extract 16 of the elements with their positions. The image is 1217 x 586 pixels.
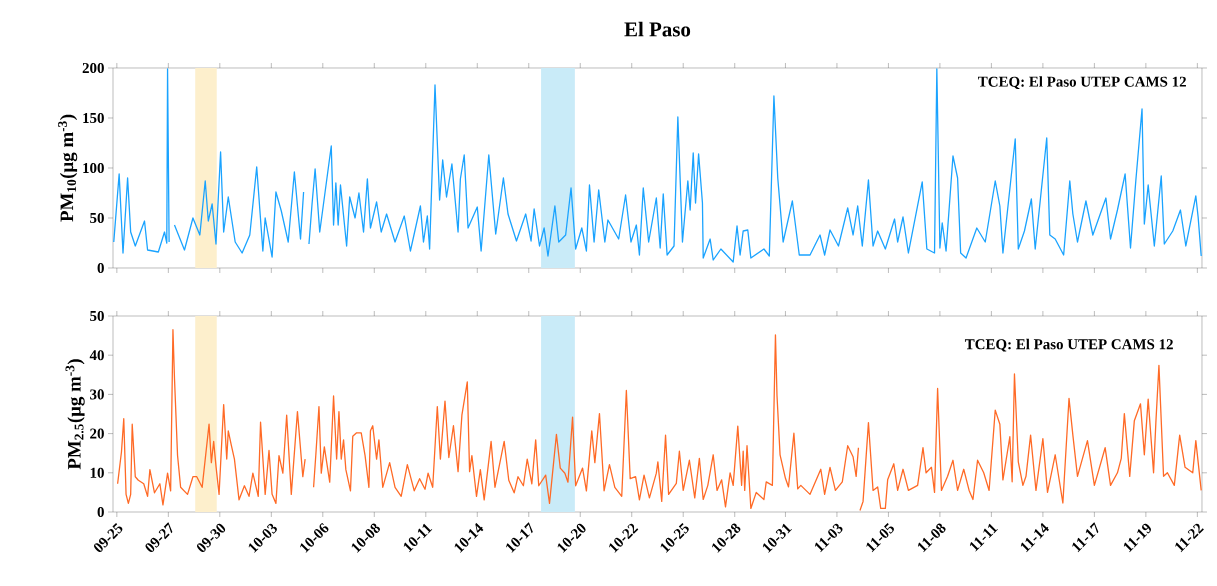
y-axis-title: PM$_{10}$(μg m$^{-3}$) <box>58 114 78 222</box>
y-tick-label: 200 <box>82 62 104 74</box>
y-tick-label: 0 <box>97 262 104 274</box>
y-tick-label: 100 <box>83 162 104 174</box>
chart-title: El Paso <box>624 21 691 37</box>
y-tick-label: 50 <box>90 310 104 322</box>
annotation: TCEQ: El Paso UTEP CAMS 12 <box>964 338 1173 352</box>
y-axis-title: PM$_{2.5}$(μg m$^{-3}$) <box>65 359 85 470</box>
y-tick-label: 40 <box>89 350 104 361</box>
y-tick-label: 0 <box>97 506 104 518</box>
y-tick-label: 20 <box>90 428 104 439</box>
y-tick-label: 30 <box>90 389 104 400</box>
y-tick-label: 50 <box>90 212 104 224</box>
y-tick-label: 150 <box>83 112 104 124</box>
annotation: TCEQ: El Paso UTEP CAMS 12 <box>978 76 1186 89</box>
y-tick-label: 10 <box>90 467 104 478</box>
